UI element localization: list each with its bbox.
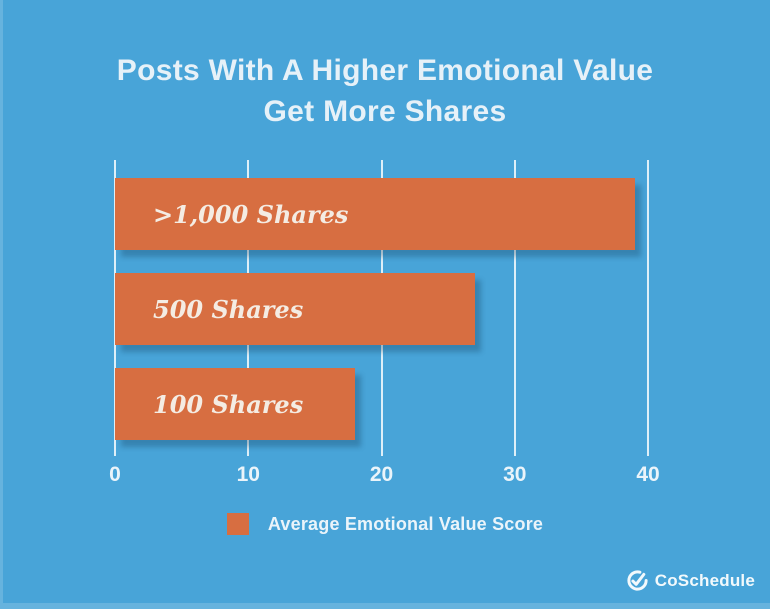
bar-label: 500 Shares	[153, 294, 304, 324]
left-edge-strip	[0, 0, 3, 609]
x-axis-tick-label: 10	[236, 463, 260, 486]
x-axis-tick-label: 40	[636, 463, 660, 486]
coschedule-wordmark: CoSchedule	[654, 570, 755, 590]
x-axis-tick-label: 30	[503, 463, 527, 486]
gridline	[647, 160, 649, 456]
chart-title-line-1: Posts With A Higher Emotional Value	[116, 54, 654, 87]
chart-title: Posts With A Higher Emotional Value Get …	[0, 50, 770, 132]
x-axis-tick-label: 0	[109, 463, 121, 486]
bar-1: >1,000 Shares	[115, 178, 635, 250]
coschedule-logo-icon	[626, 569, 649, 592]
bar-label: >1,000 Shares	[153, 199, 349, 229]
gridline	[513, 160, 516, 456]
x-axis-tick-label: 20	[369, 463, 394, 486]
bar-2: 500 Shares	[115, 273, 475, 345]
bar-3: 100 Shares	[115, 368, 355, 440]
bottom-edge-strip	[0, 603, 770, 609]
legend: Average Emotional Value Score	[0, 513, 770, 535]
coschedule-brand: CoSchedule	[626, 569, 755, 592]
bar-label: 100 Shares	[153, 389, 304, 419]
legend-swatch-icon	[226, 513, 249, 535]
chart-title-line-2: Get More Shares	[263, 95, 507, 128]
legend-label: Average Emotional Value Score	[267, 513, 544, 534]
